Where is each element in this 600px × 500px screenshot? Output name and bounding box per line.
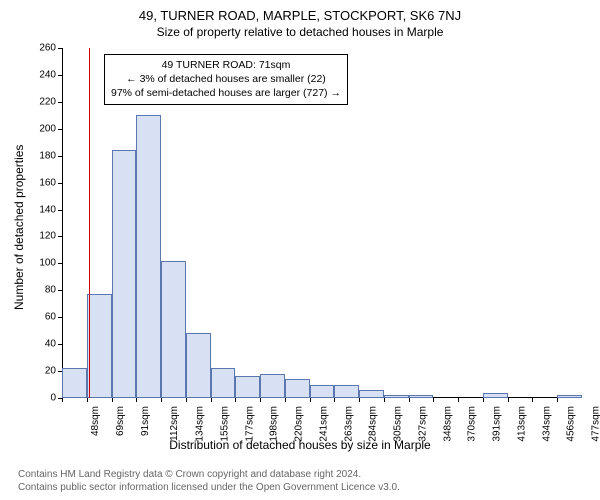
attribution-line: Contains public sector information licen… bbox=[18, 482, 400, 495]
histogram-bar bbox=[186, 333, 211, 398]
x-tick-label: 220sqm bbox=[294, 406, 305, 442]
histogram-bar bbox=[87, 294, 112, 398]
x-tick-label: 284sqm bbox=[368, 406, 379, 442]
histogram-bar bbox=[260, 374, 285, 398]
x-tick-label: 112sqm bbox=[169, 406, 180, 441]
histogram-bar bbox=[409, 395, 434, 398]
x-tick-label: 348sqm bbox=[442, 406, 453, 442]
histogram-bar bbox=[557, 395, 582, 398]
x-tick-label: 155sqm bbox=[219, 406, 230, 442]
x-tick-label: 177sqm bbox=[244, 406, 255, 442]
histogram-bar bbox=[235, 376, 260, 398]
attribution: Contains HM Land Registry data © Crown c… bbox=[18, 469, 400, 494]
annotation-line: 49 TURNER ROAD: 71sqm bbox=[111, 58, 341, 72]
x-tick-label: 241sqm bbox=[318, 406, 329, 442]
x-tick-label: 48sqm bbox=[90, 406, 101, 436]
x-tick-label: 263sqm bbox=[343, 406, 354, 442]
histogram-chart: 02040608010012014016018020022024026048sq… bbox=[62, 48, 582, 398]
x-tick-label: 456sqm bbox=[566, 406, 577, 442]
histogram-bar bbox=[310, 385, 335, 398]
histogram-bar bbox=[112, 150, 137, 398]
x-tick-label: 434sqm bbox=[541, 406, 552, 442]
attribution-line: Contains HM Land Registry data © Crown c… bbox=[18, 469, 400, 482]
reference-line bbox=[89, 48, 90, 398]
y-tick-label: 20 bbox=[26, 366, 56, 377]
y-tick-label: 240 bbox=[26, 69, 56, 80]
y-axis-label: Number of detached properties bbox=[12, 145, 26, 310]
x-tick-label: 391sqm bbox=[492, 406, 503, 442]
histogram-bar bbox=[483, 393, 508, 398]
x-tick-label: 370sqm bbox=[467, 406, 478, 442]
y-tick-label: 100 bbox=[26, 258, 56, 269]
page-title: 49, TURNER ROAD, MARPLE, STOCKPORT, SK6 … bbox=[0, 0, 600, 23]
x-tick-label: 91sqm bbox=[140, 406, 151, 436]
histogram-bar bbox=[62, 368, 87, 398]
y-tick-label: 60 bbox=[26, 312, 56, 323]
histogram-bar bbox=[136, 115, 161, 398]
y-tick-label: 220 bbox=[26, 96, 56, 107]
y-tick-label: 200 bbox=[26, 123, 56, 134]
page-subtitle: Size of property relative to detached ho… bbox=[0, 23, 600, 39]
annotation-line: ← 3% of detached houses are smaller (22) bbox=[111, 72, 341, 86]
x-tick-label: 477sqm bbox=[591, 406, 600, 442]
x-tick-label: 198sqm bbox=[269, 406, 280, 442]
y-tick-label: 80 bbox=[26, 285, 56, 296]
annotation-box: 49 TURNER ROAD: 71sqm← 3% of detached ho… bbox=[104, 54, 348, 105]
annotation-line: 97% of semi-detached houses are larger (… bbox=[111, 86, 341, 100]
x-tick-label: 134sqm bbox=[195, 406, 206, 442]
x-tick-label: 69sqm bbox=[115, 406, 126, 436]
y-tick-label: 260 bbox=[26, 43, 56, 54]
histogram-bar bbox=[359, 390, 384, 398]
histogram-bar bbox=[384, 395, 409, 398]
y-tick-label: 40 bbox=[26, 339, 56, 350]
histogram-bar bbox=[211, 368, 236, 398]
x-axis-label: Distribution of detached houses by size … bbox=[0, 438, 600, 452]
y-tick-label: 180 bbox=[26, 150, 56, 161]
histogram-bar bbox=[334, 385, 359, 398]
x-tick-label: 413sqm bbox=[517, 406, 528, 442]
histogram-bar bbox=[285, 379, 310, 398]
histogram-bar bbox=[161, 261, 186, 398]
y-tick-label: 120 bbox=[26, 231, 56, 242]
x-tick-label: 305sqm bbox=[393, 406, 404, 442]
y-tick-label: 0 bbox=[26, 393, 56, 404]
y-tick-label: 160 bbox=[26, 177, 56, 188]
y-tick-label: 140 bbox=[26, 204, 56, 215]
x-tick-label: 327sqm bbox=[417, 406, 428, 442]
